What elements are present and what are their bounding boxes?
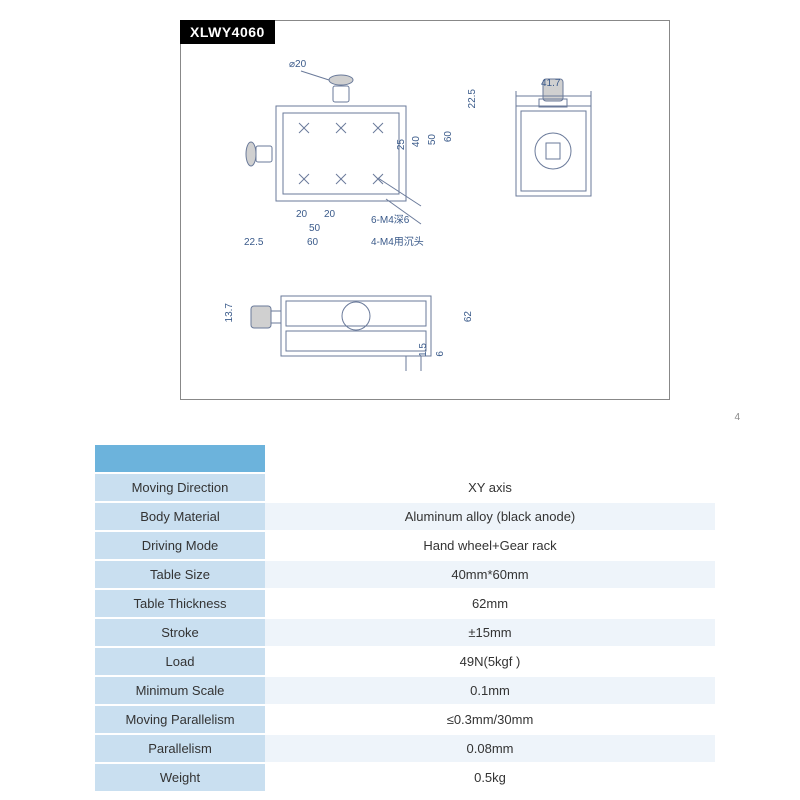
dim-6: 6: [435, 351, 446, 357]
dim-25: 25: [396, 139, 407, 150]
front-view-drawing: [236, 271, 476, 381]
product-header: PLWY4060: [265, 445, 715, 473]
spec-label: Weight: [95, 763, 265, 792]
table-row: Minimum Scale0.1mm: [95, 676, 715, 705]
table-row: Moving Parallelism≤0.3mm/30mm: [95, 705, 715, 734]
spec-label: Table Size: [95, 560, 265, 589]
dim-40: 40: [411, 136, 422, 147]
spec-label: Moving Direction: [95, 473, 265, 502]
spec-label: Driving Mode: [95, 531, 265, 560]
page-number: 4: [734, 412, 740, 423]
note-6m4: 6-M4深6: [371, 211, 409, 226]
dim-60: 60: [443, 131, 454, 142]
dim-1-5: 1.5: [418, 343, 429, 357]
spec-value: 0.5kg: [265, 763, 715, 792]
spec-value: 0.08mm: [265, 734, 715, 763]
table-row: Body MaterialAluminum alloy (black anode…: [95, 502, 715, 531]
spec-value: 62mm: [265, 589, 715, 618]
dim-50: 50: [427, 134, 438, 145]
dim-13-7: 13.7: [224, 303, 235, 322]
dim-d20: ⌀20: [289, 59, 306, 70]
table-row: Parallelism0.08mm: [95, 734, 715, 763]
top-view-drawing: [221, 66, 451, 236]
dim-50h: 50: [309, 223, 320, 234]
spec-label: Body Material: [95, 502, 265, 531]
spec-label: Minimum Scale: [95, 676, 265, 705]
table-header-row: PLWY4060: [95, 445, 715, 473]
spec-value: 0.1mm: [265, 676, 715, 705]
table-row: Weight0.5kg: [95, 763, 715, 792]
header-blank: [95, 445, 265, 473]
side-view-drawing: [491, 71, 641, 221]
spec-label: Moving Parallelism: [95, 705, 265, 734]
spec-label: Load: [95, 647, 265, 676]
table-row: Moving DirectionXY axis: [95, 473, 715, 502]
spec-label: Stroke: [95, 618, 265, 647]
table-row: Table Size40mm*60mm: [95, 560, 715, 589]
dim-20a: 20: [296, 209, 307, 220]
table-row: Load49N(5kgf ): [95, 647, 715, 676]
spec-value: ≤0.3mm/30mm: [265, 705, 715, 734]
dim-20b: 20: [324, 209, 335, 220]
dim-62: 62: [463, 311, 474, 322]
table-row: Driving ModeHand wheel+Gear rack: [95, 531, 715, 560]
table-row: Stroke±15mm: [95, 618, 715, 647]
spec-table: PLWY4060 Moving DirectionXY axisBody Mat…: [95, 445, 715, 793]
spec-value: 40mm*60mm: [265, 560, 715, 589]
dim-22-5-top: 22.5: [467, 89, 478, 108]
dim-22-5-left: 22.5: [244, 237, 263, 248]
dim-41-7: 41.7: [541, 78, 560, 89]
drawing-frame: ⌀20 41.7 22.5 25 40 50 60 20 20 50 60 22…: [180, 20, 670, 400]
spec-value: 49N(5kgf ): [265, 647, 715, 676]
spec-value: ±15mm: [265, 618, 715, 647]
model-tag: XLWY4060: [180, 20, 275, 44]
spec-value: Aluminum alloy (black anode): [265, 502, 715, 531]
spec-value: Hand wheel+Gear rack: [265, 531, 715, 560]
spec-label: Table Thickness: [95, 589, 265, 618]
note-4m4: 4-M4用沉头: [371, 233, 424, 248]
spec-label: Parallelism: [95, 734, 265, 763]
dim-60h: 60: [307, 237, 318, 248]
spec-value: XY axis: [265, 473, 715, 502]
table-row: Table Thickness62mm: [95, 589, 715, 618]
